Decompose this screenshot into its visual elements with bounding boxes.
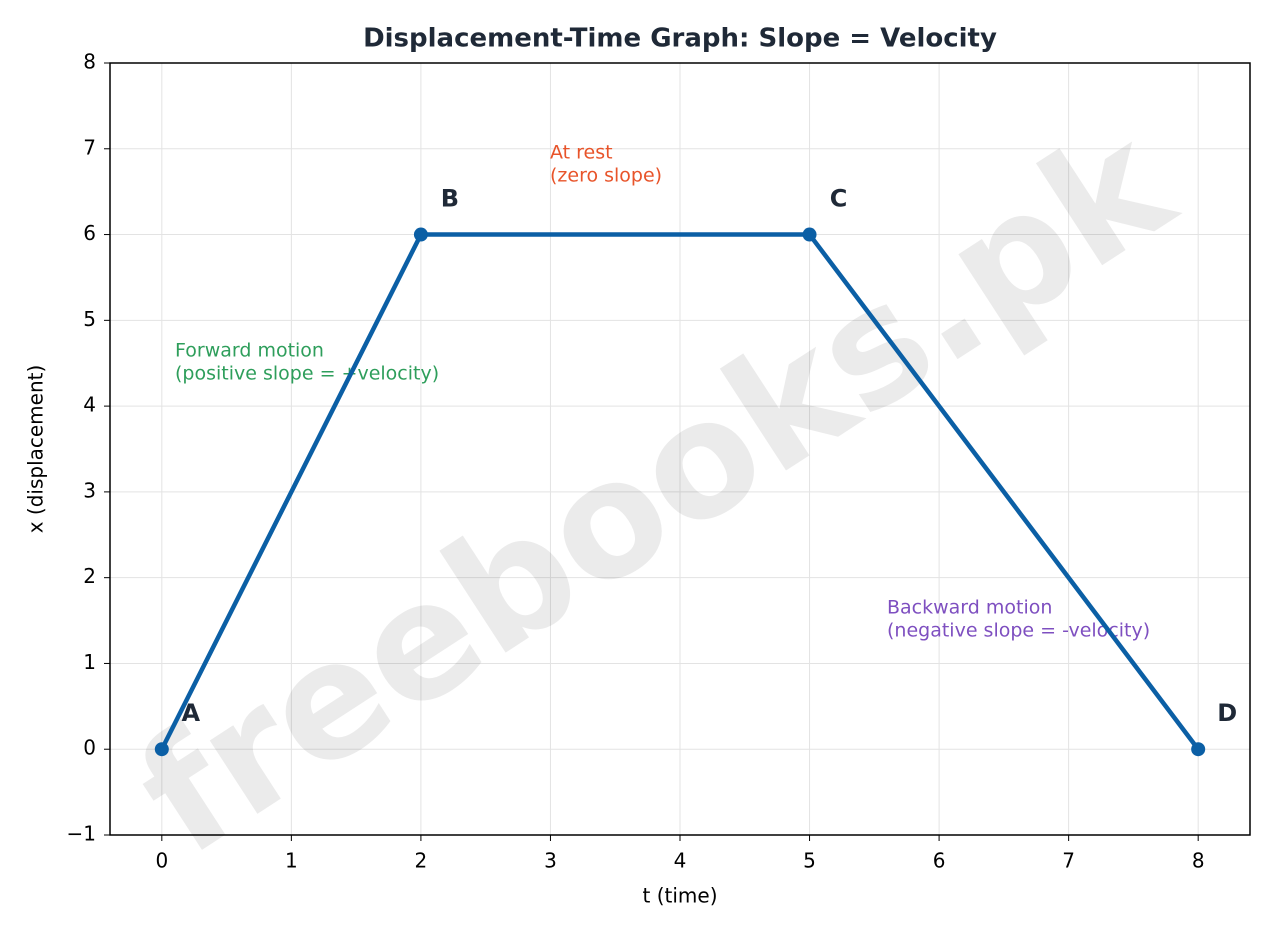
- point-label: D: [1217, 699, 1237, 727]
- x-tick-label: 7: [1062, 849, 1075, 873]
- point-label: C: [830, 185, 848, 213]
- data-point: [154, 742, 169, 757]
- annotation: Forward motion: [175, 340, 324, 362]
- data-line: [159, 232, 1200, 751]
- annotation: At rest: [550, 142, 613, 164]
- y-tick-label: 4: [83, 393, 96, 417]
- chart-title: Displacement-Time Graph: Slope = Velocit…: [363, 24, 997, 54]
- data-point: [802, 227, 817, 242]
- data-point: [413, 227, 428, 242]
- plot-frame: [109, 62, 1251, 836]
- x-tick-label: 5: [803, 849, 816, 873]
- y-tick-label: 5: [83, 307, 96, 331]
- y-tick-label: 0: [83, 736, 96, 760]
- y-tick-label: 7: [83, 135, 96, 159]
- annotation: (positive slope = +velocity): [175, 363, 439, 385]
- x-tick-label: 1: [285, 849, 298, 873]
- x-tick-label: 6: [933, 849, 946, 873]
- annotation: (negative slope = -velocity): [887, 620, 1150, 642]
- x-tick-label: 2: [415, 849, 428, 873]
- annotation: (zero slope): [550, 165, 662, 187]
- data-point: [1191, 742, 1206, 757]
- y-axis-label: x (displacement): [24, 365, 48, 534]
- y-tick-label: 2: [83, 564, 96, 588]
- y-tick-label: −1: [67, 822, 96, 846]
- y-tick-label: 3: [83, 478, 96, 502]
- y-tick-label: 8: [83, 50, 96, 74]
- x-axis-label: t (time): [643, 884, 718, 908]
- y-tick-label: 1: [83, 650, 96, 674]
- y-tick-label: 6: [83, 221, 96, 245]
- x-tick-label: 0: [155, 849, 168, 873]
- x-tick-label: 4: [674, 849, 687, 873]
- annotation: Backward motion: [887, 597, 1052, 619]
- point-label: A: [182, 699, 201, 727]
- x-tick-label: 8: [1192, 849, 1205, 873]
- point-label: B: [441, 185, 459, 213]
- x-tick-label: 3: [544, 849, 557, 873]
